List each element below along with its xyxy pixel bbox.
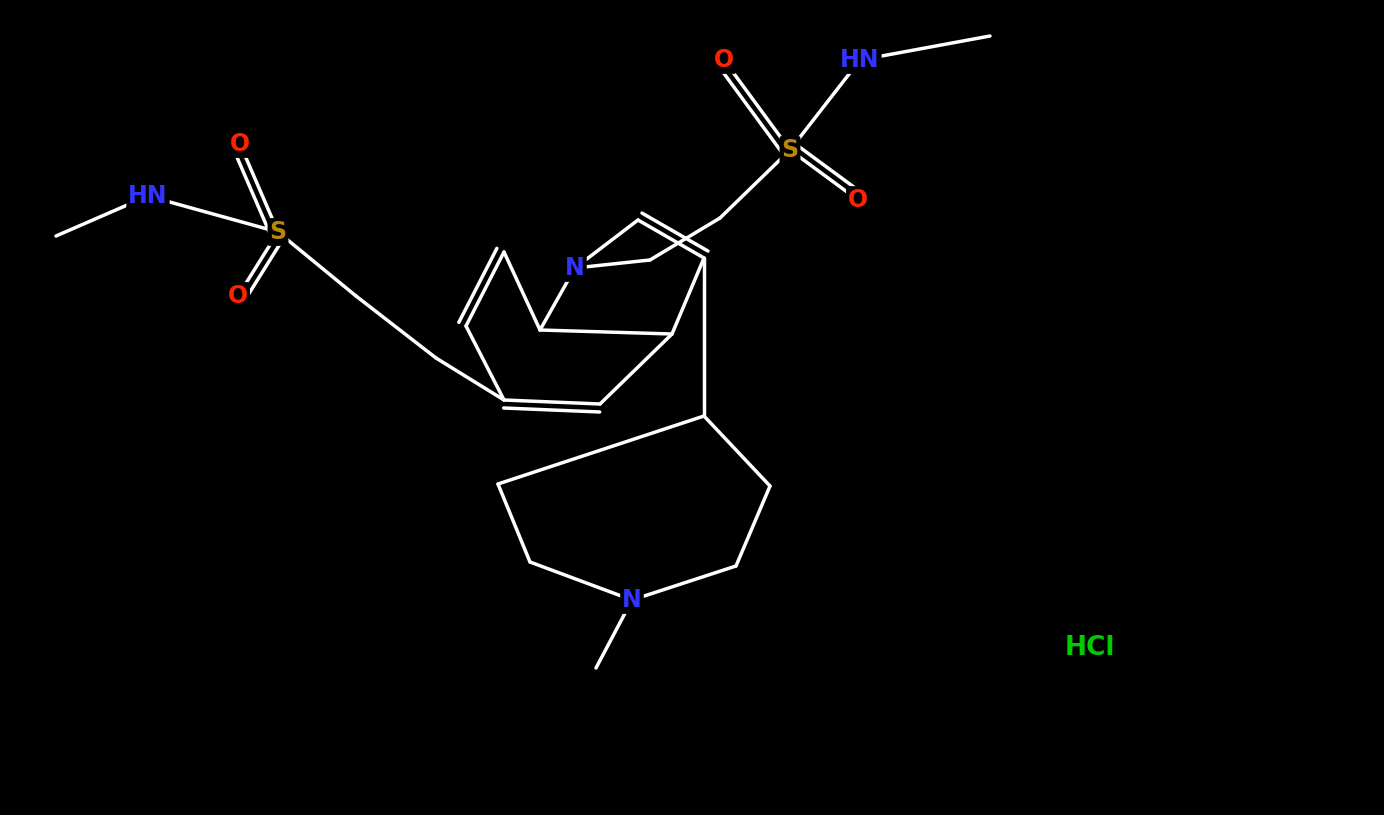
- Text: HCl: HCl: [1064, 635, 1116, 661]
- Text: O: O: [230, 132, 251, 156]
- Text: HN: HN: [129, 184, 167, 208]
- Text: N: N: [565, 256, 585, 280]
- Text: O: O: [228, 284, 248, 308]
- Text: N: N: [623, 588, 642, 612]
- Text: O: O: [714, 48, 734, 72]
- Text: S: S: [270, 220, 286, 244]
- Text: HN: HN: [840, 48, 880, 72]
- Text: O: O: [848, 188, 868, 212]
- Text: S: S: [782, 138, 799, 162]
